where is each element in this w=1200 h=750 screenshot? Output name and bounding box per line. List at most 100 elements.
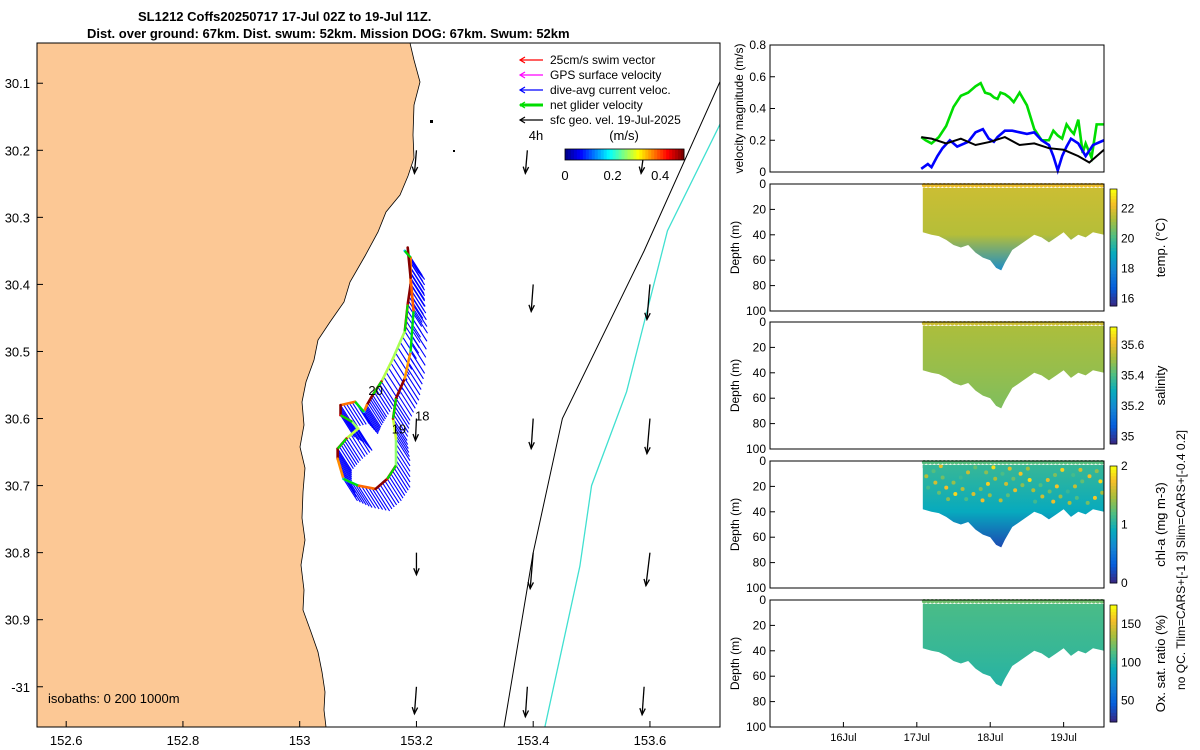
section-colorbar-cell [1110, 198, 1117, 203]
geo-velocity-arrowhead [411, 706, 419, 716]
current-vector [412, 304, 428, 327]
section-colorbar-cell [1110, 644, 1117, 648]
legend-arrowhead [518, 116, 526, 124]
section-fill [922, 603, 1104, 687]
section-colorbar-cell [1110, 215, 1117, 219]
section-colorbar-cell [1110, 286, 1117, 291]
current-vector [392, 470, 407, 494]
current-vector [407, 361, 423, 385]
section-colorbar-cell [1110, 244, 1117, 248]
colorbar-cell [591, 149, 596, 160]
section-panel: 0 20 40 60 80 100 Depth (m) 35 35.2 35.4 35.6 salin… [728, 315, 1168, 456]
section-colorbar-cell [1110, 673, 1117, 677]
colorbar-cell [576, 149, 581, 160]
section-frame [769, 460, 1105, 589]
current-vector [394, 406, 410, 429]
section-colorbar-cell [1110, 398, 1117, 403]
section-colorbar-cell [1110, 547, 1117, 551]
section-colorbar-cell [1110, 405, 1117, 409]
section-y-tick-label: 80 [753, 695, 767, 709]
chl-sample-dot [971, 492, 976, 497]
current-vector [337, 448, 353, 472]
net-velocity-segment [336, 437, 348, 450]
chl-sample-dot [951, 480, 956, 485]
chl-sample-dot [953, 492, 958, 497]
map-y-tick-label: 30.8 [5, 546, 30, 561]
current-vector [357, 485, 373, 508]
section-colorbar-cell [1110, 676, 1117, 681]
section-colorbar-cell [1110, 505, 1117, 509]
current-vector [379, 484, 395, 508]
current-vector [345, 438, 361, 461]
section-colorbar-cell [1110, 553, 1117, 558]
chl-sample-dot [1038, 483, 1043, 488]
section-colorbar-cell [1110, 228, 1117, 232]
current-vector [393, 410, 409, 433]
section-colorbar-cell [1110, 241, 1117, 245]
net-velocity-segment [403, 250, 412, 259]
chl-sample-dot [964, 497, 969, 502]
section-colorbar-cell [1110, 692, 1117, 697]
current-vector [348, 481, 364, 504]
current-vector [340, 444, 356, 467]
chl-sample-dot [940, 475, 945, 480]
section-colorbar-cell [1110, 276, 1117, 281]
current-vector [386, 478, 402, 502]
section-colorbar-cell [1110, 388, 1117, 393]
velocity-series-line [921, 135, 1105, 164]
current-vector [337, 454, 353, 478]
current-vector [411, 290, 427, 314]
chl-sample-dot [924, 474, 929, 479]
colorbar-cell [633, 149, 637, 160]
section-y-label: Depth (m) [728, 637, 742, 690]
track-segment [406, 246, 412, 280]
colorbar-cell [648, 149, 652, 160]
current-vector [395, 465, 411, 488]
section-colorbar-frame [1109, 604, 1118, 723]
current-vector [372, 394, 388, 418]
colorbar-cell [609, 149, 614, 160]
section-colorbar-cell [1110, 501, 1117, 506]
section-fill [922, 187, 1104, 271]
current-vector [364, 410, 379, 433]
section-colorbar-cell [1110, 208, 1117, 213]
chl-sample-dot [1080, 479, 1085, 484]
section-colorbar-cell [1110, 527, 1117, 532]
track-segment [356, 484, 377, 491]
time-x-tick-label: 17Jul [904, 732, 930, 744]
section-colorbar-cell [1110, 518, 1117, 522]
colorbar-cell [618, 149, 623, 160]
current-vector [365, 407, 381, 431]
section-colorbar-cell [1110, 712, 1117, 716]
current-vector [395, 459, 411, 483]
section-colorbar-cell [1110, 715, 1117, 720]
colorbar-cell [579, 149, 584, 160]
current-vector [401, 336, 417, 360]
section-colorbar-tick-label: 16 [1121, 292, 1135, 306]
current-vector [368, 400, 384, 424]
figure-title-line1: SL1212 Coffs20250717 17-Jul 02Z to 19-Ju… [138, 9, 432, 24]
current-vector [355, 430, 371, 453]
current-vector [365, 406, 381, 429]
chl-sample-dot [1051, 499, 1056, 504]
current-vector [361, 485, 377, 509]
colorbar-cell [624, 149, 628, 160]
section-colorbar-cell [1110, 475, 1117, 480]
geo-velocity-arrowhead [643, 578, 650, 588]
section-colorbar-frame [1109, 188, 1118, 307]
legend-label: dive-avg current veloc. [550, 83, 671, 97]
chl-sample-dot [1094, 469, 1099, 474]
section-y-tick-label: 20 [753, 202, 767, 216]
section-y-tick-label: 40 [753, 505, 767, 519]
velocity-y-tick-label: 0.2 [749, 133, 766, 147]
map-x-tick-label: 153.2 [400, 733, 433, 748]
section-colorbar-cell [1110, 624, 1117, 629]
current-vector [369, 398, 385, 422]
section-colorbar-cell [1110, 683, 1117, 687]
track-segment [394, 376, 407, 400]
chl-sample-dot [973, 465, 978, 470]
chl-sample-dot [1040, 494, 1045, 499]
section-colorbar-cell [1110, 418, 1117, 422]
net-velocity-segment [409, 311, 415, 352]
section-colorbar-cell [1110, 379, 1117, 383]
